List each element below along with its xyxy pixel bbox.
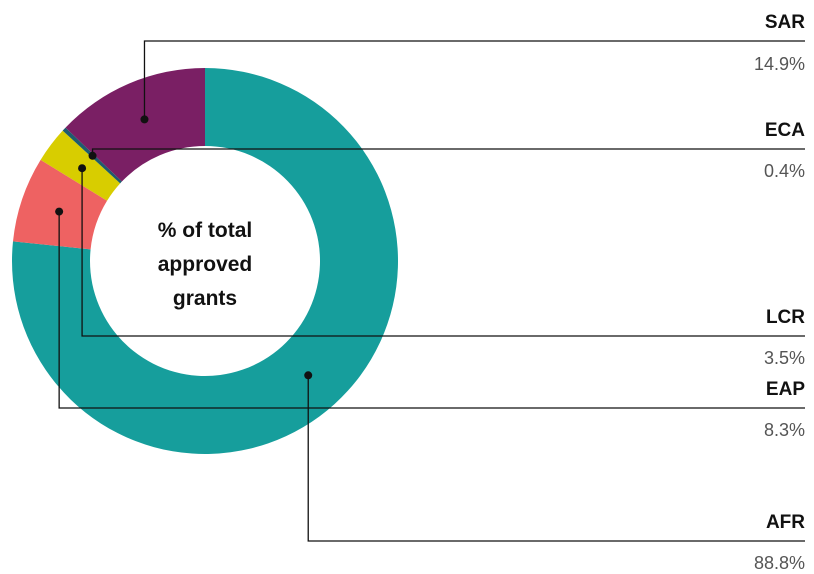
leader-dot-afr: [304, 371, 313, 380]
center-label-line-3: grants: [173, 287, 237, 310]
slice-sar: [65, 68, 205, 182]
slice-eap: [12, 159, 108, 250]
leader-line-afr: [307, 375, 805, 542]
slice-labels: AFR 88.8% EAP 8.3% LCR 3.5% ECA 0.4% SAR 14.9%: [754, 12, 805, 573]
label-value-eca: 0.4%: [764, 161, 805, 181]
leader-line-sar: [143, 40, 805, 120]
label-name-eca: ECA: [765, 120, 805, 141]
leader-line-eap: [58, 211, 805, 409]
label-name-sar: SAR: [765, 12, 805, 33]
label-name-afr: AFR: [766, 512, 805, 533]
leader-line-lcr: [81, 168, 805, 337]
label-name-eap: EAP: [766, 379, 805, 400]
center-label-line-2: approved: [158, 253, 253, 276]
label-value-eap: 8.3%: [764, 420, 805, 440]
leader-dot-lcr: [78, 164, 87, 173]
center-label-line-1: % of total: [158, 219, 253, 242]
slice-afr: [11, 68, 399, 454]
leader-dot-eap: [55, 207, 64, 216]
leader-lines: [55, 40, 805, 542]
donut-slices: [11, 68, 399, 454]
label-name-lcr: LCR: [766, 307, 805, 328]
leader-dot-eca: [88, 151, 97, 160]
label-value-lcr: 3.5%: [764, 348, 805, 368]
label-value-sar: 14.9%: [754, 54, 805, 74]
label-value-afr: 88.8%: [754, 553, 805, 573]
leader-dot-sar: [140, 115, 149, 124]
leader-line-eca: [91, 148, 805, 156]
